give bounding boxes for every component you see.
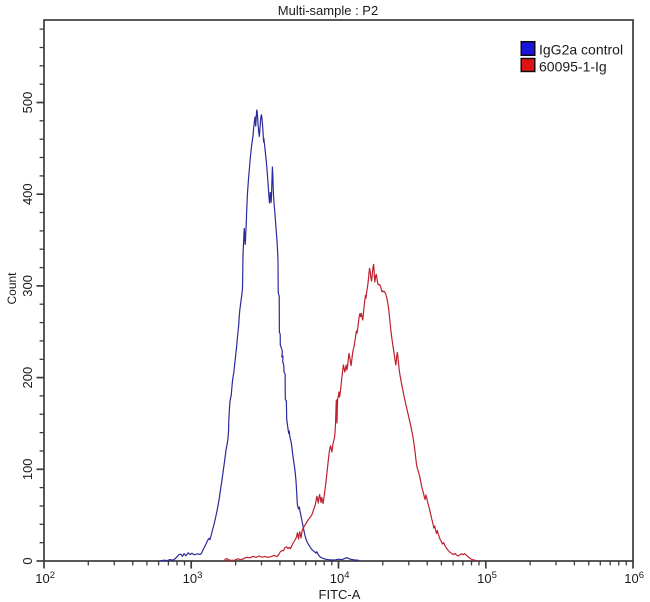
svg-text:FITC-A: FITC-A — [319, 587, 361, 602]
svg-text:Multi-sample : P2: Multi-sample : P2 — [278, 3, 378, 18]
svg-text:500: 500 — [20, 92, 35, 114]
svg-text:100: 100 — [20, 458, 35, 480]
svg-text:400: 400 — [20, 183, 35, 205]
svg-text:200: 200 — [20, 367, 35, 389]
svg-text:IgG2a control: IgG2a control — [539, 41, 623, 57]
svg-text:60095-1-Ig: 60095-1-Ig — [539, 59, 607, 75]
svg-text:Count: Count — [5, 272, 19, 305]
svg-text:300: 300 — [20, 275, 35, 297]
svg-text:0: 0 — [20, 557, 35, 564]
